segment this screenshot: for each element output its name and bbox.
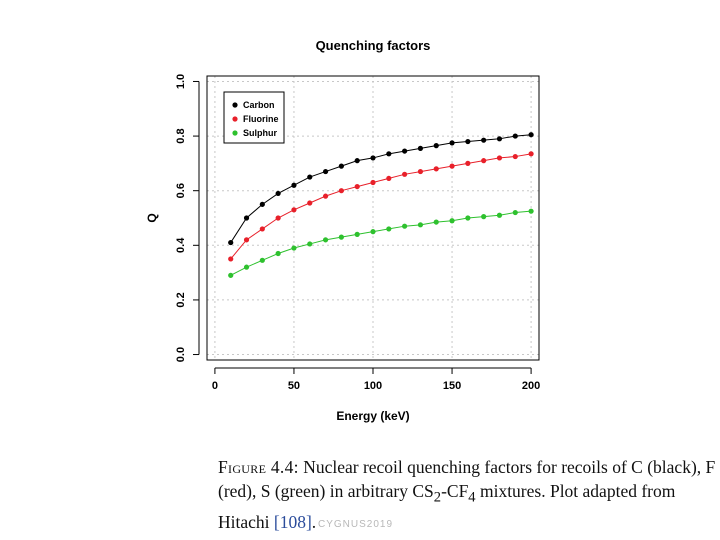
data-point-sulphur [465, 215, 471, 221]
data-point-carbon [386, 151, 392, 157]
x-tick-label: 150 [443, 380, 461, 392]
data-point-fluorine [243, 237, 250, 243]
data-point-sulphur [354, 231, 360, 237]
series-line-carbon [230, 134, 532, 243]
data-point-carbon [228, 239, 234, 246]
y-tick-label: 0.8 [175, 128, 187, 143]
data-point-sulphur [322, 237, 329, 243]
series-line-fluorine [230, 153, 532, 260]
data-point-carbon [275, 190, 281, 197]
chart-title: Quenching factors [316, 38, 431, 53]
data-point-fluorine [402, 171, 408, 177]
data-point-sulphur [386, 226, 392, 232]
caption-end: . [311, 511, 317, 532]
legend-label-sulphur: Sulphur [243, 128, 277, 138]
data-point-fluorine [322, 193, 329, 199]
data-point-sulphur [275, 250, 281, 257]
caption-subscript-2: 4 [468, 489, 476, 506]
data-point-sulphur [291, 245, 297, 251]
caption-text-after: mixtures. Plot adapted from Hitachi [218, 481, 676, 532]
data-point-fluorine [512, 153, 518, 160]
data-point-fluorine [481, 158, 487, 164]
legend-marker-sulphur [232, 130, 238, 136]
quenching-chart: Quenching factors 0 50 100 150 200 Energy (keV… [145, 38, 540, 423]
data-point-sulphur [259, 257, 265, 263]
data-point-carbon [449, 140, 455, 146]
caption-text-before: Nuclear recoil quenching factors for rec… [218, 457, 716, 501]
y-tick-label: 0.6 [175, 183, 187, 198]
data-point-carbon [322, 168, 329, 175]
plot-frame [206, 75, 540, 361]
data-point-fluorine [449, 163, 455, 169]
figure-caption: Figure 4.4: Nuclear recoil quenching fac… [218, 455, 718, 534]
caption-text-middle: -CF [441, 481, 469, 501]
data-point-sulphur [370, 229, 376, 235]
caption-subscript-1: 2 [433, 489, 442, 506]
data-point-sulphur [338, 234, 344, 240]
data-point-fluorine [354, 183, 360, 190]
legend-label-fluorine: Fluorine [243, 114, 279, 124]
data-point-carbon [481, 137, 487, 143]
data-point-carbon [259, 201, 265, 207]
data-point-sulphur [417, 222, 424, 228]
data-point-carbon [465, 138, 471, 145]
data-point-fluorine [307, 200, 313, 206]
data-point-fluorine [433, 166, 439, 172]
series-line-sulphur [230, 210, 532, 276]
data-point-carbon [528, 132, 534, 138]
y-axis-label: Q [145, 213, 159, 222]
x-tick-label: 200 [522, 380, 540, 392]
data-point-sulphur [528, 208, 534, 214]
footer-watermark: CYGNUS2019 [318, 519, 394, 530]
data-point-sulphur [512, 209, 518, 216]
data-point-carbon [291, 182, 297, 188]
figure-label: Figure 4.4: [218, 457, 299, 477]
data-point-carbon [512, 133, 518, 139]
data-point-fluorine [338, 188, 344, 194]
data-point-fluorine [275, 215, 281, 221]
x-axis-label: Energy (keV) [336, 409, 409, 423]
legend-marker-fluorine [232, 116, 238, 122]
data-point-sulphur [481, 214, 487, 220]
x-tick-label: 0 [212, 380, 218, 392]
data-point-sulphur [228, 272, 234, 278]
data-point-carbon [496, 136, 503, 142]
data-point-fluorine [528, 151, 534, 157]
data-point-carbon [370, 155, 376, 161]
data-point-sulphur [307, 241, 313, 247]
data-point-fluorine [291, 207, 297, 213]
data-point-carbon [338, 163, 344, 169]
y-tick-label: 0.4 [175, 237, 187, 253]
data-point-sulphur [449, 218, 455, 224]
legend-marker-carbon [232, 102, 238, 108]
data-point-fluorine [465, 160, 471, 166]
data-point-fluorine [386, 175, 392, 182]
data-point-sulphur [433, 219, 439, 225]
x-tick-label: 50 [288, 380, 300, 392]
data-point-sulphur [402, 223, 408, 229]
data-point-fluorine [417, 168, 424, 175]
y-tick-label: 0.2 [175, 292, 187, 307]
citation-link[interactable]: [108] [273, 511, 312, 532]
data-point-carbon [243, 215, 250, 221]
data-point-carbon [417, 145, 424, 151]
data-point-sulphur [496, 212, 503, 218]
data-point-carbon [433, 143, 439, 149]
x-tick-label: 100 [364, 380, 382, 392]
data-point-fluorine [259, 226, 265, 232]
y-tick-label: 0.0 [175, 347, 187, 362]
data-point-fluorine [228, 256, 234, 262]
data-point-fluorine [496, 155, 503, 161]
data-point-carbon [307, 174, 313, 180]
legend-label-carbon: Carbon [243, 100, 275, 110]
data-point-carbon [354, 158, 360, 164]
data-point-fluorine [370, 179, 376, 186]
data-point-sulphur [243, 264, 250, 270]
y-tick-label: 1.0 [175, 74, 187, 89]
data-point-carbon [402, 148, 408, 154]
